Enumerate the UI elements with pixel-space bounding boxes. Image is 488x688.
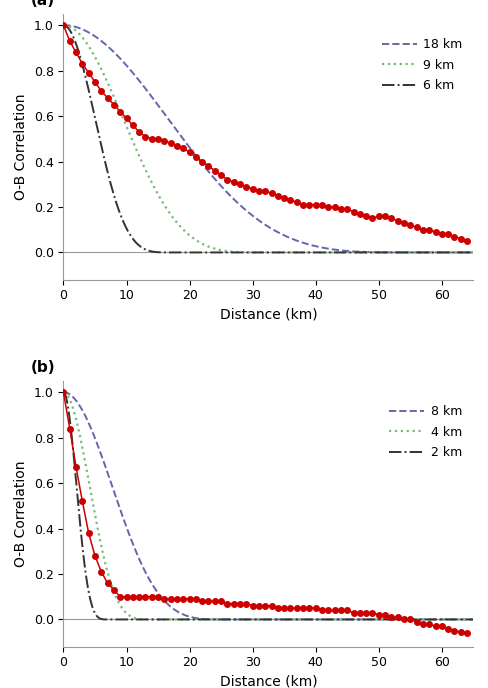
X-axis label: Distance (km): Distance (km) [220, 308, 317, 322]
Y-axis label: O-B Correlation: O-B Correlation [14, 94, 28, 200]
Text: (b): (b) [31, 361, 55, 376]
X-axis label: Distance (km): Distance (km) [220, 675, 317, 688]
Legend: 18 km, 9 km, 6 km: 18 km, 9 km, 6 km [377, 33, 467, 97]
Legend: 8 km, 4 km, 2 km: 8 km, 4 km, 2 km [385, 400, 467, 464]
Text: (a): (a) [31, 0, 55, 8]
Y-axis label: O-B Correlation: O-B Correlation [14, 460, 28, 567]
